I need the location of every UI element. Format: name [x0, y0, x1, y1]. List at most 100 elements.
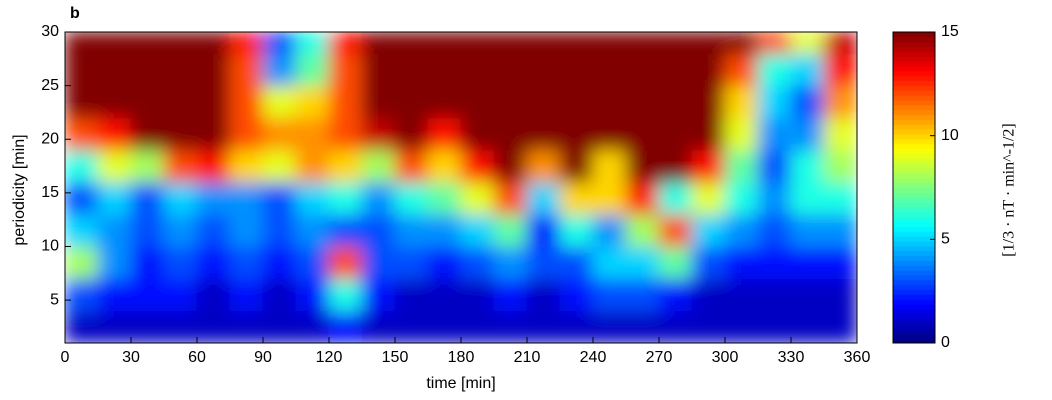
colorbar-swatch	[893, 75, 935, 82]
heatmap-cell	[790, 149, 825, 183]
heatmap-cell	[130, 85, 165, 119]
colorbar-swatch	[893, 323, 935, 329]
heatmap-cell	[658, 85, 693, 119]
heatmap-cell	[724, 310, 759, 343]
heatmap-cell	[328, 117, 363, 151]
y-tick-label: 10	[41, 238, 59, 255]
heatmap-cell	[130, 117, 165, 151]
heatmap-cell	[625, 117, 660, 151]
heatmap-cell	[295, 213, 330, 247]
heatmap-cell	[328, 52, 363, 87]
heatmap-cell	[328, 278, 363, 312]
heatmap-cell	[724, 245, 759, 280]
heatmap-cell	[295, 117, 330, 151]
heatmap-cell	[526, 245, 561, 280]
y-tick-label: 25	[41, 77, 59, 94]
heatmap-cell	[394, 52, 429, 87]
heatmap-cell	[229, 278, 264, 312]
heatmap-cell	[559, 117, 594, 151]
heatmap-cell	[97, 149, 132, 183]
heatmap-cell	[790, 181, 825, 215]
colorbar-swatch	[893, 118, 935, 125]
colorbar-swatch	[893, 84, 935, 91]
heatmap-cell	[196, 32, 231, 54]
heatmap-cell	[65, 85, 99, 119]
colorbar-swatch	[893, 65, 935, 72]
colorbar-swatch	[893, 128, 935, 135]
heatmap-cell	[592, 52, 627, 87]
heatmap-cell	[823, 149, 857, 183]
heatmap-cell	[823, 181, 857, 215]
heatmap-cell	[592, 278, 627, 312]
heatmap-cell	[394, 245, 429, 280]
heatmap-cell	[262, 149, 297, 183]
heatmap-cell	[691, 181, 726, 215]
colorbar-frame	[892, 31, 936, 344]
heatmap-cell	[724, 117, 759, 151]
colorbar-swatch	[893, 167, 935, 174]
heatmap-cell	[130, 278, 165, 312]
heatmap-cell	[724, 52, 759, 87]
heatmap-cell	[262, 213, 297, 247]
heatmap-cell	[65, 278, 99, 312]
heatmap-cell	[65, 32, 99, 54]
heatmap-cell	[493, 245, 528, 280]
colorbar-swatch	[893, 70, 935, 77]
heatmap-cell	[625, 310, 660, 343]
colorbar-swatch	[893, 36, 935, 43]
heatmap-cell	[658, 149, 693, 183]
x-tick-label: 330	[778, 349, 805, 366]
heatmap-cell	[97, 85, 132, 119]
y-tick-label: 5	[50, 291, 59, 308]
colorbar-swatch	[893, 337, 935, 344]
heatmap-cell	[691, 310, 726, 343]
heatmap-cell	[823, 117, 857, 151]
heatmap-cell	[493, 85, 528, 119]
heatmap-cell	[724, 278, 759, 312]
heatmap-cell	[691, 278, 726, 312]
heatmap-cell	[625, 278, 660, 312]
heatmap-cell	[427, 85, 462, 119]
heatmap-cell	[592, 32, 627, 54]
colorbar-swatch	[893, 138, 935, 145]
colorbar-swatch	[893, 31, 935, 38]
heatmap-cell	[460, 245, 495, 280]
colorbar-swatch	[893, 89, 935, 96]
heatmap-cell	[460, 52, 495, 87]
heatmap-cell	[757, 278, 792, 312]
heatmap-cell	[328, 32, 363, 54]
heatmap-cell	[724, 32, 759, 54]
colorbar-swatch	[893, 332, 935, 339]
heatmap-cell	[691, 213, 726, 247]
heatmap-cell	[757, 32, 792, 54]
heatmap-cell	[823, 32, 857, 54]
heatmap-cell	[196, 149, 231, 183]
heatmap-cell	[493, 310, 528, 343]
heatmap-cell	[163, 117, 198, 151]
heatmap-cell	[229, 213, 264, 247]
colorbar-swatch	[893, 148, 935, 154]
heatmap-cell	[691, 85, 726, 119]
heatmap	[65, 32, 857, 343]
heatmap-cell	[163, 213, 198, 247]
heatmap-cell	[361, 32, 396, 54]
heatmap-cell	[427, 52, 462, 87]
heatmap-cell	[130, 149, 165, 183]
heatmap-cell	[493, 278, 528, 312]
heatmap-cell	[427, 149, 462, 183]
heatmap-cell	[427, 117, 462, 151]
colorbar-swatch	[893, 94, 935, 101]
heatmap-cell	[625, 85, 660, 119]
heatmap-cell	[460, 32, 495, 54]
heatmap-cell	[130, 32, 165, 54]
x-tick-label: 180	[448, 349, 475, 366]
colorbar-swatch	[893, 235, 935, 242]
heatmap-cell	[658, 117, 693, 151]
heatmap-cell	[229, 310, 264, 343]
heatmap-cell	[361, 213, 396, 247]
heatmap-cell	[559, 32, 594, 54]
panel-label: b	[70, 5, 80, 22]
heatmap-cell	[823, 213, 857, 247]
colorbar-label: [1/3 · nT · min^-1/2]	[1001, 123, 1018, 256]
